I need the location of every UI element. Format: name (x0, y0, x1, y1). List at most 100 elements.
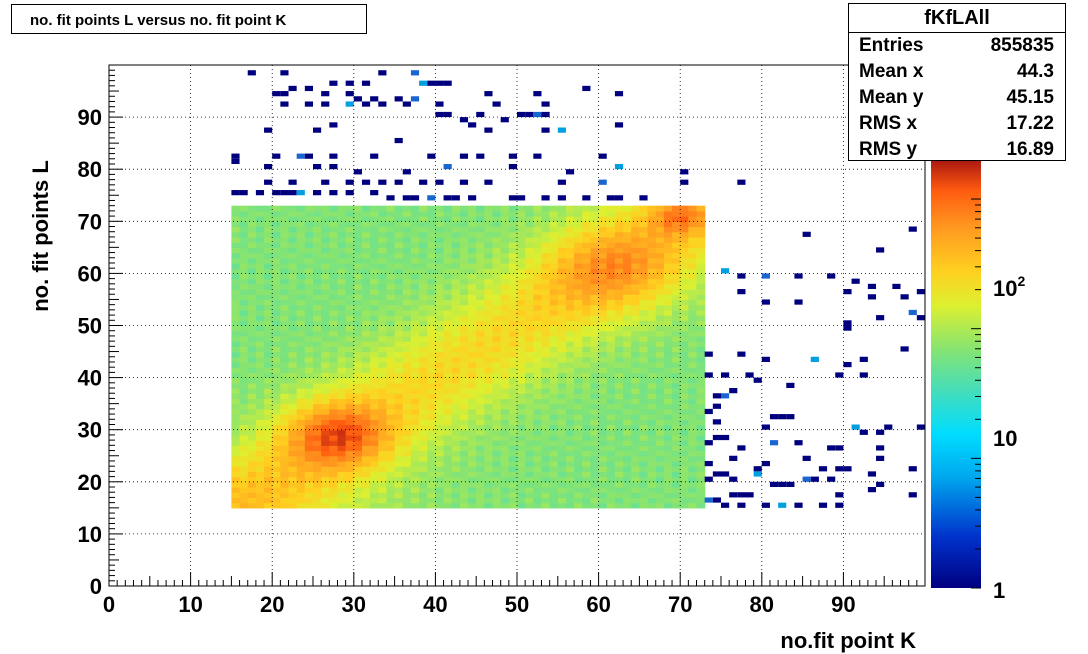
heatmap-cell (565, 393, 575, 400)
heatmap-cell (655, 419, 665, 426)
heatmap-cell (672, 294, 681, 301)
heatmap-cell (272, 429, 281, 436)
heatmap-cell (264, 450, 273, 457)
sparse-cell (231, 153, 240, 159)
sparse-cell (565, 169, 575, 175)
heatmap-cell (443, 273, 453, 280)
heatmap-cell (484, 242, 494, 248)
heatmap-cell (647, 325, 657, 332)
heatmap-cell (541, 393, 551, 400)
heatmap-cell (574, 242, 583, 248)
heatmap-cell (541, 320, 551, 327)
heatmap-cell (614, 330, 624, 337)
heatmap-cell (623, 434, 632, 441)
heatmap-cell (533, 309, 543, 316)
heatmap-cell (296, 294, 306, 301)
heatmap-cell (410, 257, 420, 264)
heatmap-cell (394, 335, 404, 342)
heatmap-cell (313, 226, 322, 233)
heatmap-cell (468, 393, 477, 400)
heatmap-cell (598, 315, 608, 321)
heatmap-cell (549, 393, 559, 400)
heatmap-cell (525, 466, 534, 472)
heatmap-cell (614, 221, 624, 228)
heatmap-cell (549, 429, 559, 436)
heatmap-cell (492, 262, 502, 269)
heatmap-cell (272, 252, 281, 259)
heatmap-cell (443, 262, 453, 269)
heatmap-cell (410, 330, 420, 337)
heatmap-cell (443, 382, 453, 389)
heatmap-cell (313, 325, 322, 332)
heatmap-cell (304, 346, 314, 353)
heatmap-cell (239, 309, 249, 316)
heatmap-cell (590, 299, 600, 306)
heatmap-cell (614, 315, 624, 321)
heatmap-cell (631, 476, 640, 483)
heatmap-cell (492, 497, 502, 504)
heatmap-cell (370, 414, 379, 420)
heatmap-cell (386, 247, 396, 254)
heatmap-cell (247, 304, 257, 311)
heatmap-cell (247, 309, 257, 316)
heatmap-cell (280, 304, 290, 311)
sparse-cell (704, 460, 713, 467)
heatmap-cell (614, 492, 624, 499)
heatmap-cell (239, 304, 249, 311)
stats-value: 16.89 (1006, 139, 1054, 160)
heatmap-cell (296, 481, 306, 488)
heatmap-cell (574, 377, 583, 384)
heatmap-cell (451, 341, 461, 347)
sparse-cell (361, 179, 371, 185)
heatmap-cell (394, 341, 404, 347)
heatmap-cell (435, 393, 445, 400)
sparse-cell (476, 111, 485, 118)
heatmap-cell (541, 325, 551, 332)
sparse-cell (378, 179, 387, 185)
heatmap-cell (582, 476, 592, 483)
heatmap-cell (427, 283, 436, 290)
heatmap-cell (582, 487, 592, 493)
heatmap-cell (582, 445, 592, 452)
heatmap-cell (443, 257, 453, 264)
heatmap-cell (606, 242, 616, 248)
heatmap-cell (606, 419, 616, 426)
heatmap-cell (663, 377, 673, 384)
heatmap-cell (484, 450, 494, 457)
heatmap-cell (525, 221, 534, 228)
heatmap-cell (533, 455, 543, 462)
heatmap-cell (427, 408, 436, 415)
heatmap-cell (639, 221, 649, 228)
heatmap-cell (614, 268, 624, 274)
heatmap-cell (304, 304, 314, 311)
heatmap-cell (549, 268, 559, 274)
heatmap-cell (280, 221, 290, 228)
heatmap-cell (280, 325, 290, 332)
heatmap-cell (264, 210, 273, 217)
heatmap-cell (443, 372, 453, 379)
heatmap-cell (639, 341, 649, 347)
heatmap-cell (639, 440, 649, 446)
heatmap-cell (459, 377, 469, 384)
heatmap-cell (639, 455, 649, 462)
heatmap-cell (280, 247, 290, 254)
heatmap-cell (598, 440, 608, 446)
heatmap-cell (647, 497, 657, 504)
heatmap-cell (688, 367, 698, 373)
heatmap-cell (451, 382, 461, 389)
heatmap-cell (394, 424, 404, 431)
sparse-cell (557, 179, 566, 185)
heatmap-cell (435, 273, 445, 280)
heatmap-cell (313, 372, 322, 379)
heatmap-cell (459, 393, 469, 400)
sparse-cell (386, 195, 395, 201)
heatmap-cell (549, 325, 559, 332)
heatmap-cell (663, 341, 673, 347)
heatmap-cell (484, 367, 494, 373)
heatmap-cell (541, 492, 551, 499)
heatmap-cell (435, 497, 445, 504)
heatmap-cell (541, 424, 551, 431)
heatmap-cell (517, 351, 526, 358)
heatmap-cell (255, 361, 265, 368)
heatmap-cell (419, 450, 428, 457)
